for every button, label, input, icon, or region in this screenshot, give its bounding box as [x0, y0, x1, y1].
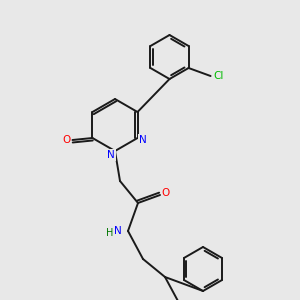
Text: N: N: [139, 135, 146, 145]
Text: H: H: [106, 228, 114, 238]
Text: N: N: [107, 150, 115, 160]
Text: O: O: [62, 135, 70, 145]
Text: O: O: [162, 188, 170, 198]
Text: N: N: [114, 226, 122, 236]
Text: Cl: Cl: [213, 71, 224, 81]
